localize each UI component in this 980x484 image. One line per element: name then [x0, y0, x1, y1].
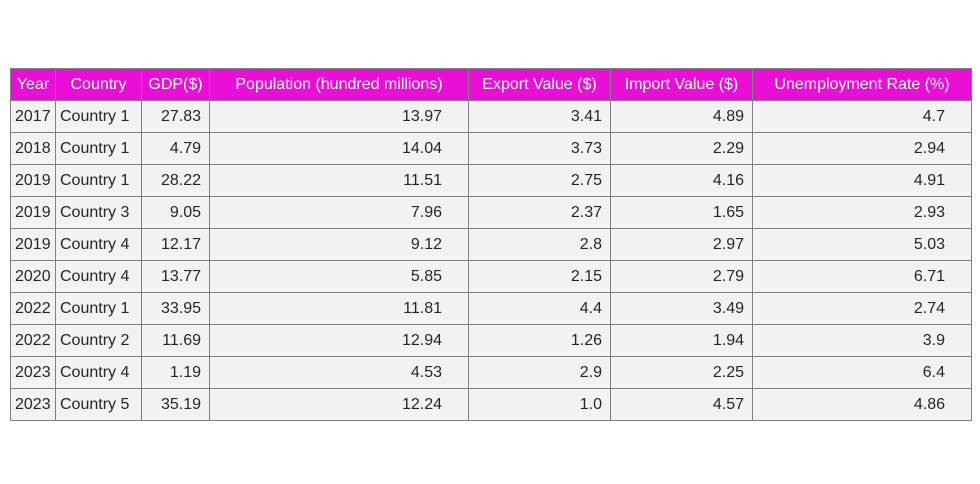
- country-cell: Country 5: [55, 388, 142, 421]
- table-row: 2019 Country 4 12.17 9.12 2.8 2.97 5.03: [10, 228, 972, 261]
- population-cell: 11.81: [209, 292, 469, 325]
- column-header-year: Year: [10, 68, 56, 101]
- country-cell: Country 1: [55, 164, 142, 197]
- export-value-cell: 3.41: [468, 100, 611, 133]
- gdp-cell: 4.79: [141, 132, 210, 165]
- gdp-cell: 9.05: [141, 196, 210, 229]
- import-value-cell: 3.49: [610, 292, 753, 325]
- gdp-cell: 1.19: [141, 356, 210, 389]
- country-cell: Country 1: [55, 100, 142, 133]
- unemployment-rate-cell: 4.91: [752, 164, 972, 197]
- gdp-cell: 27.83: [141, 100, 210, 133]
- table-body: 2017 Country 1 27.83 13.97 3.41 4.89 4.7 2018 Co…: [10, 100, 972, 421]
- unemployment-rate-cell: 2.74: [752, 292, 972, 325]
- export-value-cell: 2.8: [468, 228, 611, 261]
- import-value-cell: 2.25: [610, 356, 753, 389]
- unemployment-rate-cell: 6.71: [752, 260, 972, 293]
- year-cell: 2023: [10, 356, 56, 389]
- export-value-cell: 2.15: [468, 260, 611, 293]
- export-value-cell: 2.37: [468, 196, 611, 229]
- unemployment-rate-cell: 2.94: [752, 132, 972, 165]
- export-value-cell: 1.26: [468, 324, 611, 357]
- year-cell: 2020: [10, 260, 56, 293]
- import-value-cell: 4.57: [610, 388, 753, 421]
- population-cell: 12.24: [209, 388, 469, 421]
- unemployment-rate-cell: 4.7: [752, 100, 972, 133]
- year-cell: 2019: [10, 196, 56, 229]
- table-row: 2019 Country 3 9.05 7.96 2.37 1.65 2.93: [10, 196, 972, 229]
- import-value-cell: 2.29: [610, 132, 753, 165]
- unemployment-rate-cell: 5.03: [752, 228, 972, 261]
- import-value-cell: 1.94: [610, 324, 753, 357]
- unemployment-rate-cell: 3.9: [752, 324, 972, 357]
- table-row: 2018 Country 1 4.79 14.04 3.73 2.29 2.94: [10, 132, 972, 165]
- table-row: 2019 Country 1 28.22 11.51 2.75 4.16 4.91: [10, 164, 972, 197]
- table-row: 2022 Country 2 11.69 12.94 1.26 1.94 3.9: [10, 324, 972, 357]
- gdp-cell: 11.69: [141, 324, 210, 357]
- year-cell: 2018: [10, 132, 56, 165]
- import-value-cell: 2.97: [610, 228, 753, 261]
- table-row: 2023 Country 5 35.19 12.24 1.0 4.57 4.86: [10, 388, 972, 421]
- table-row: 2022 Country 1 33.95 11.81 4.4 3.49 2.74: [10, 292, 972, 325]
- table-row: 2023 Country 4 1.19 4.53 2.9 2.25 6.4: [10, 356, 972, 389]
- year-cell: 2022: [10, 292, 56, 325]
- import-value-cell: 2.79: [610, 260, 753, 293]
- column-header-country: Country: [55, 68, 142, 101]
- column-header-import-value: Import Value ($): [610, 68, 753, 101]
- import-value-cell: 4.16: [610, 164, 753, 197]
- column-header-unemployment-rate: Unemployment Rate (%): [752, 68, 972, 101]
- unemployment-rate-cell: 4.86: [752, 388, 972, 421]
- country-cell: Country 4: [55, 260, 142, 293]
- unemployment-rate-cell: 6.4: [752, 356, 972, 389]
- country-cell: Country 4: [55, 228, 142, 261]
- export-value-cell: 1.0: [468, 388, 611, 421]
- country-cell: Country 2: [55, 324, 142, 357]
- header-row: Year Country GDP($) Population (hundred …: [10, 68, 972, 101]
- column-header-export-value: Export Value ($): [468, 68, 611, 101]
- export-value-cell: 2.9: [468, 356, 611, 389]
- import-value-cell: 1.65: [610, 196, 753, 229]
- gdp-cell: 28.22: [141, 164, 210, 197]
- population-cell: 4.53: [209, 356, 469, 389]
- population-cell: 13.97: [209, 100, 469, 133]
- year-cell: 2017: [10, 100, 56, 133]
- table-row: 2017 Country 1 27.83 13.97 3.41 4.89 4.7: [10, 100, 972, 133]
- import-value-cell: 4.89: [610, 100, 753, 133]
- unemployment-rate-cell: 2.93: [752, 196, 972, 229]
- year-cell: 2019: [10, 164, 56, 197]
- year-cell: 2022: [10, 324, 56, 357]
- population-cell: 11.51: [209, 164, 469, 197]
- gdp-cell: 35.19: [141, 388, 210, 421]
- country-cell: Country 4: [55, 356, 142, 389]
- population-cell: 12.94: [209, 324, 469, 357]
- export-value-cell: 2.75: [468, 164, 611, 197]
- column-header-population: Population (hundred millions): [209, 68, 469, 101]
- population-cell: 5.85: [209, 260, 469, 293]
- population-cell: 9.12: [209, 228, 469, 261]
- gdp-cell: 13.77: [141, 260, 210, 293]
- country-cell: Country 1: [55, 292, 142, 325]
- data-table: Year Country GDP($) Population (hundred …: [10, 68, 972, 421]
- country-cell: Country 1: [55, 132, 142, 165]
- column-header-gdp: GDP($): [141, 68, 210, 101]
- gdp-cell: 12.17: [141, 228, 210, 261]
- table-row: 2020 Country 4 13.77 5.85 2.15 2.79 6.71: [10, 260, 972, 293]
- year-cell: 2023: [10, 388, 56, 421]
- gdp-cell: 33.95: [141, 292, 210, 325]
- export-value-cell: 4.4: [468, 292, 611, 325]
- export-value-cell: 3.73: [468, 132, 611, 165]
- country-cell: Country 3: [55, 196, 142, 229]
- population-cell: 14.04: [209, 132, 469, 165]
- year-cell: 2019: [10, 228, 56, 261]
- population-cell: 7.96: [209, 196, 469, 229]
